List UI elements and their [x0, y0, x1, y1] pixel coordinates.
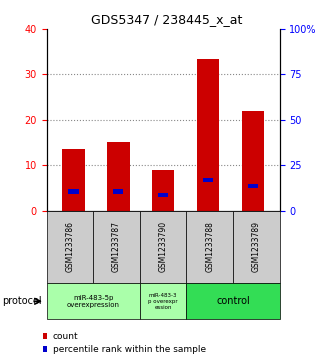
Text: GSM1233786: GSM1233786 [65, 221, 75, 272]
Text: protocol: protocol [2, 296, 41, 306]
Bar [203, 178, 213, 182]
Text: miR-483-3
p overexpr
ession: miR-483-3 p overexpr ession [149, 293, 178, 310]
Text: GDS5347 / 238445_x_at: GDS5347 / 238445_x_at [91, 13, 242, 26]
Text: control: control [216, 296, 250, 306]
Text: GSM1233788: GSM1233788 [205, 221, 214, 272]
Bar [152, 170, 174, 211]
Bar [158, 193, 168, 197]
Bar [107, 142, 130, 211]
Text: GSM1233787: GSM1233787 [112, 221, 121, 272]
Bar [113, 189, 124, 193]
Text: GSM1233790: GSM1233790 [159, 221, 168, 272]
Text: count: count [53, 333, 78, 341]
Bar [62, 149, 85, 211]
Bar [69, 189, 79, 193]
Text: percentile rank within the sample: percentile rank within the sample [53, 345, 206, 354]
Bar [197, 58, 219, 211]
Bar [248, 184, 258, 188]
Text: miR-483-5p
overexpression: miR-483-5p overexpression [67, 295, 120, 308]
Text: GSM1233789: GSM1233789 [252, 221, 261, 272]
Bar [242, 111, 264, 211]
